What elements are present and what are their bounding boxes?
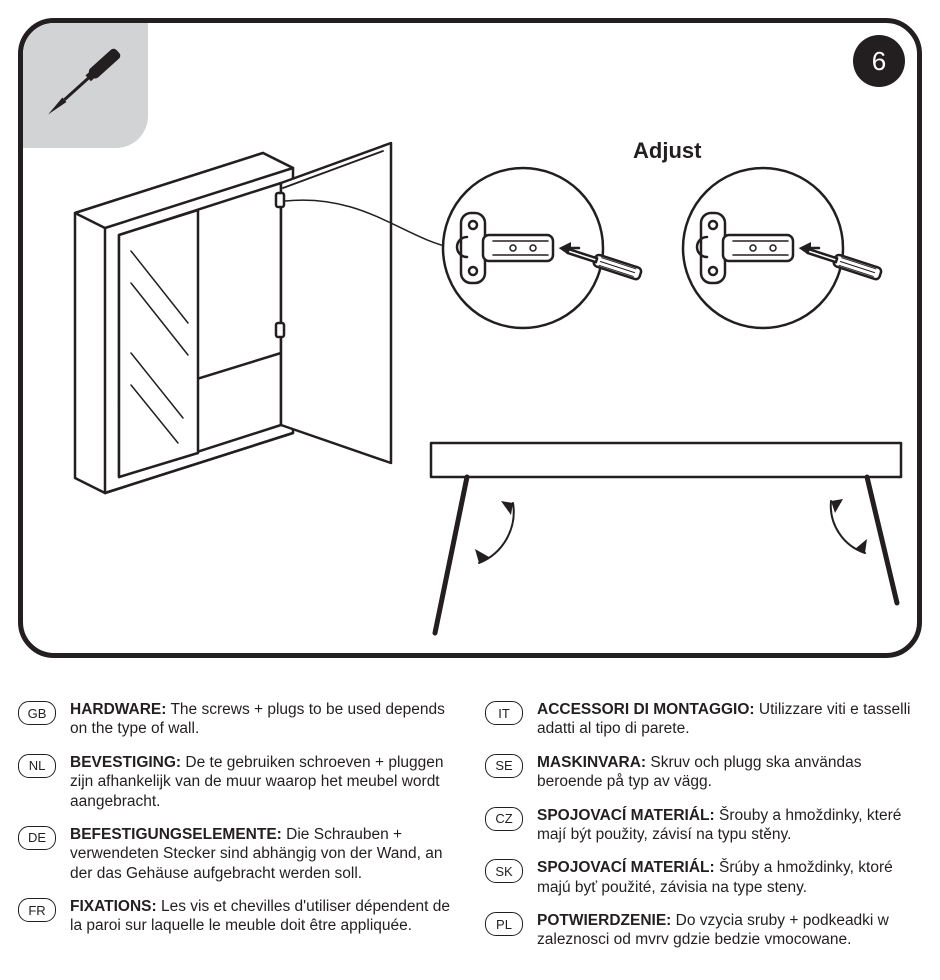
lang-code-pill: PL xyxy=(485,912,523,936)
note-text: SPOJOVACÍ MATERIÁL: Šrúby a hmoždinky, k… xyxy=(537,858,922,897)
note-text: POTWIERDZENIE: Do vzycia sruby + podkead… xyxy=(537,911,922,950)
lang-code-pill: CZ xyxy=(485,807,523,831)
lang-code-pill: GB xyxy=(18,701,56,725)
lang-code-pill: SE xyxy=(485,754,523,778)
lang-code-pill: DE xyxy=(18,826,56,850)
note-text: HARDWARE: The screws + plugs to be used … xyxy=(70,700,455,739)
note-row: FR FIXATIONS: Les vis et chevilles d'util… xyxy=(18,897,455,936)
hinge-detail-2 xyxy=(683,168,882,328)
assembly-diagram xyxy=(23,23,917,653)
note-row: IT ACCESSORI DI MONTAGGIO: Utilizzare vit… xyxy=(485,700,922,739)
note-row: SK SPOJOVACÍ MATERIÁL: Šrúby a hmoždinky,… xyxy=(485,858,922,897)
instruction-panel: 6 Adjust xyxy=(18,18,922,658)
note-row: CZ SPOJOVACÍ MATERIÁL: Šrouby a hmoždinky… xyxy=(485,806,922,845)
note-row: DE BEFESTIGUNGSELEMENTE: Die Schrauben + … xyxy=(18,825,455,883)
hinge-detail-1 xyxy=(443,168,642,328)
notes-col-left: GB HARDWARE: The screws + plugs to be use… xyxy=(18,700,455,950)
top-view xyxy=(431,443,901,633)
note-text: BEVESTIGING: De te gebruiken schroeven +… xyxy=(70,753,455,811)
note-row: SE MASKINVARA: Skruv och plugg ska använd… xyxy=(485,753,922,792)
cabinet-drawing xyxy=(75,143,391,493)
lang-code-pill: IT xyxy=(485,701,523,725)
note-text: ACCESSORI DI MONTAGGIO: Utilizzare viti … xyxy=(537,700,922,739)
lang-code-pill: FR xyxy=(18,898,56,922)
note-row: NL BEVESTIGING: De te gebruiken schroeven… xyxy=(18,753,455,811)
note-row: GB HARDWARE: The screws + plugs to be use… xyxy=(18,700,455,739)
note-text: BEFESTIGUNGSELEMENTE: Die Schrauben + ve… xyxy=(70,825,455,883)
notes-col-right: IT ACCESSORI DI MONTAGGIO: Utilizzare vit… xyxy=(485,700,922,950)
note-text: MASKINVARA: Skruv och plugg ska användas… xyxy=(537,753,922,792)
note-text: FIXATIONS: Les vis et chevilles d'utilis… xyxy=(70,897,455,936)
note-text: SPOJOVACÍ MATERIÁL: Šrouby a hmoždinky, … xyxy=(537,806,922,845)
hardware-notes: GB HARDWARE: The screws + plugs to be use… xyxy=(18,700,922,950)
lang-code-pill: SK xyxy=(485,859,523,883)
lang-code-pill: NL xyxy=(18,754,56,778)
note-row: PL POTWIERDZENIE: Do vzycia sruby + podke… xyxy=(485,911,922,950)
